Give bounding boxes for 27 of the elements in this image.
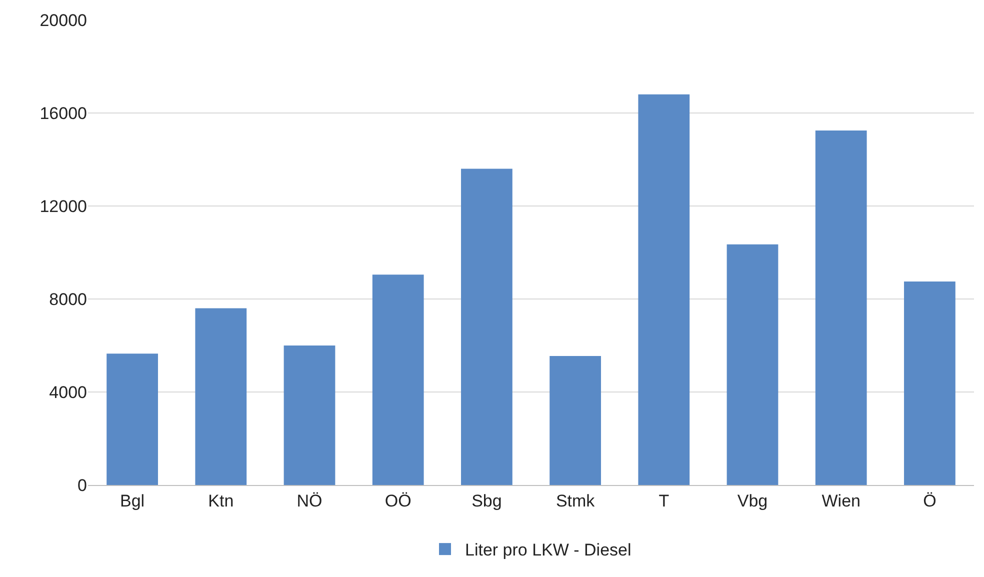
x-tick-label: T — [658, 491, 670, 510]
bar — [904, 282, 956, 485]
x-tick-label: Ktn — [208, 491, 234, 510]
bar — [815, 130, 867, 485]
y-tick-label: 20000 — [40, 10, 87, 30]
x-tick-label: Bgl — [120, 491, 145, 510]
y-tick-label: 4000 — [49, 382, 87, 402]
x-tick-label: Vbg — [737, 491, 768, 510]
bar — [195, 308, 247, 485]
bar — [550, 356, 601, 485]
bar — [638, 94, 690, 485]
y-tick-label: 0 — [78, 476, 87, 495]
y-tick-label: 12000 — [40, 196, 87, 216]
y-tick-label: 8000 — [49, 290, 87, 309]
bar — [284, 346, 336, 485]
bar — [726, 244, 778, 485]
y-tick-label: 16000 — [40, 104, 87, 123]
x-tick-label: Stmk — [556, 491, 596, 510]
bar — [461, 168, 512, 485]
x-tick-label: Ö — [923, 491, 936, 510]
x-tick-label: NÖ — [296, 491, 322, 510]
bar — [106, 354, 158, 485]
x-tick-label: OÖ — [384, 491, 412, 510]
x-tick-label: Wien — [822, 491, 860, 510]
bar — [372, 274, 424, 485]
legend-label: Liter pro LKW - Diesel — [465, 540, 632, 560]
x-tick-label: Sbg — [472, 491, 502, 510]
